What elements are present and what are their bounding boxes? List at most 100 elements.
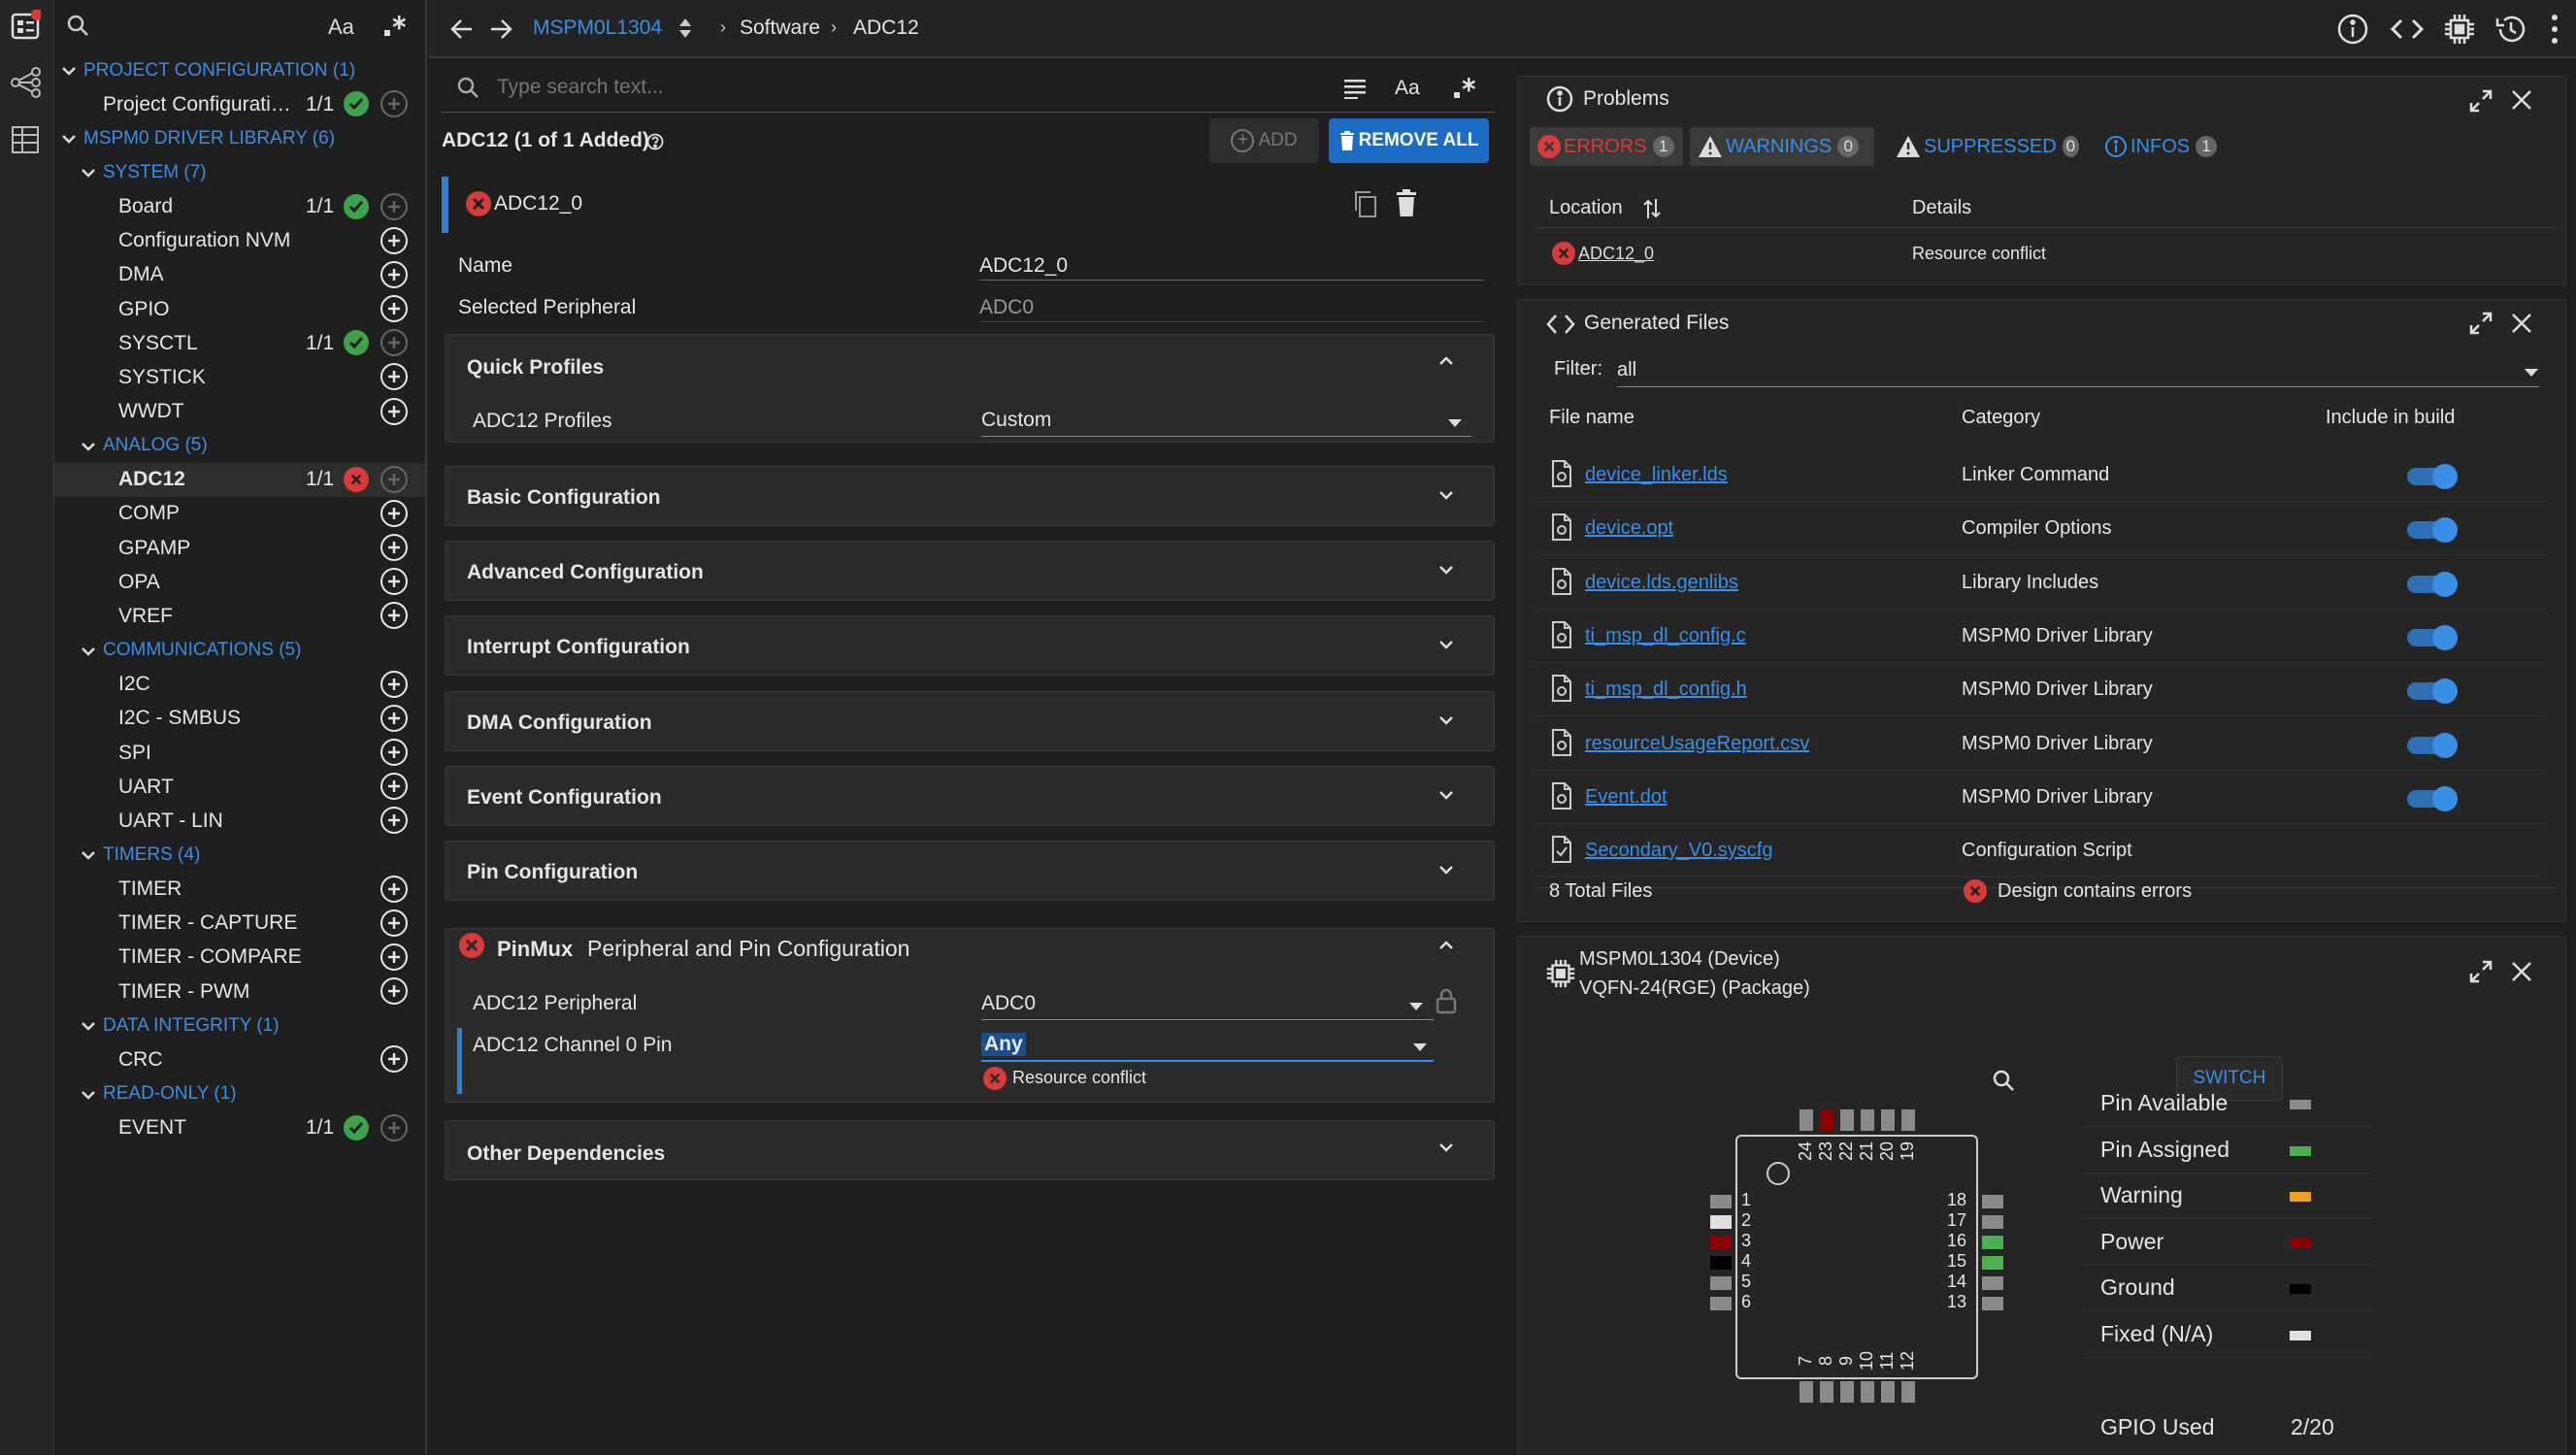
pin-pad[interactable]	[1800, 1109, 1813, 1131]
errors-tab[interactable]: ERRORS 1	[1530, 127, 1683, 166]
add-module-icon[interactable]	[380, 977, 408, 1006]
tree-category[interactable]: ANALOG (5)	[54, 429, 425, 463]
tree-item[interactable]: SYSTICK	[54, 360, 425, 394]
add-module-icon[interactable]	[380, 773, 408, 801]
tree-item[interactable]: SPI	[54, 736, 425, 770]
pin-pad[interactable]	[1840, 1109, 1854, 1131]
breadcrumb-adc12[interactable]: ADC12	[853, 17, 919, 39]
include-in-build-toggle[interactable]	[2407, 624, 2458, 650]
pin-pad[interactable]	[1710, 1195, 1732, 1208]
add-module-icon[interactable]	[380, 704, 408, 732]
chevron-down-icon[interactable]	[78, 162, 99, 183]
config-section[interactable]: Pin Configuration	[445, 841, 1495, 901]
quick-profiles-header[interactable]: Quick Profiles	[467, 356, 605, 379]
pin-pad[interactable]	[1982, 1297, 2003, 1310]
expand-icon[interactable]	[2468, 959, 2493, 984]
delete-icon[interactable]	[1396, 189, 1417, 216]
file-name-link[interactable]: device.opt	[1585, 517, 1674, 540]
chevron-down-icon[interactable]	[78, 436, 99, 457]
tree-item[interactable]: UART	[54, 770, 425, 804]
pin-pad[interactable]	[1840, 1381, 1854, 1403]
forward-arrow-icon[interactable]	[487, 16, 514, 43]
add-module-icon[interactable]	[380, 397, 408, 425]
tree-item[interactable]: GPIO	[54, 292, 425, 326]
pin-pad[interactable]	[1982, 1256, 2003, 1270]
tree-item[interactable]: TIMER	[54, 873, 425, 907]
tree-category[interactable]: TIMERS (4)	[54, 838, 425, 872]
expand-icon[interactable]	[2468, 311, 2493, 336]
tree-item[interactable]: CRC	[54, 1042, 425, 1076]
add-module-icon[interactable]	[380, 807, 408, 835]
chevron-down-icon[interactable]	[1436, 559, 1457, 580]
tree-category[interactable]: READ-ONLY (1)	[54, 1077, 425, 1111]
pin-pad[interactable]	[1982, 1276, 2003, 1290]
config-section[interactable]: Event Configuration	[445, 766, 1495, 826]
chevron-down-icon[interactable]	[58, 128, 80, 149]
add-module-icon[interactable]	[380, 363, 408, 391]
add-module-icon[interactable]	[380, 226, 408, 254]
location-column-header[interactable]: Location	[1549, 197, 1623, 218]
section-header[interactable]: Event Configuration	[467, 786, 662, 809]
chip-view-icon[interactable]	[2443, 13, 2476, 46]
pin-pad[interactable]	[1710, 1276, 1732, 1290]
tree-item[interactable]: TIMER - COMPARE	[54, 941, 425, 975]
include-in-build-toggle[interactable]	[2407, 517, 2458, 544]
filter-list-icon[interactable]	[1343, 78, 1367, 99]
remove-all-button[interactable]: REMOVE ALL	[1329, 118, 1489, 163]
adc12-profiles-select[interactable]: Custom	[981, 409, 1052, 431]
config-section[interactable]: Basic Configuration	[445, 466, 1495, 526]
add-module-icon[interactable]	[380, 192, 408, 220]
chevron-up-icon[interactable]	[1436, 350, 1457, 372]
add-module-icon[interactable]	[380, 568, 408, 596]
add-button[interactable]: + ADD	[1209, 118, 1319, 163]
add-module-icon[interactable]	[380, 942, 408, 971]
file-name-link[interactable]: ti_msp_dl_config.c	[1585, 624, 1746, 646]
copy-icon[interactable]	[1352, 189, 1377, 218]
add-module-icon[interactable]	[380, 670, 408, 698]
tree-category[interactable]: DATA INTEGRITY (1)	[54, 1009, 425, 1042]
add-module-icon[interactable]	[380, 465, 408, 493]
instance-name[interactable]: ADC12_0	[494, 192, 583, 215]
breadcrumb-software[interactable]: Software	[740, 17, 820, 39]
include-in-build-toggle[interactable]	[2407, 464, 2458, 489]
regex-toggle-icon[interactable]	[1452, 76, 1475, 99]
chevron-down-icon[interactable]	[1436, 859, 1457, 880]
back-arrow-icon[interactable]	[448, 16, 476, 43]
add-module-icon[interactable]	[380, 260, 408, 288]
section-header[interactable]: Pin Configuration	[467, 861, 639, 883]
pin-pad[interactable]	[1861, 1109, 1874, 1131]
add-module-icon[interactable]	[380, 329, 408, 357]
add-module-icon[interactable]	[380, 739, 408, 766]
pin-pad[interactable]	[1982, 1215, 2003, 1229]
tree-category[interactable]: COMMUNICATIONS (5)	[54, 634, 425, 668]
add-module-icon[interactable]	[380, 1045, 408, 1074]
pin-pad[interactable]	[1820, 1109, 1833, 1131]
pin-pad[interactable]	[1881, 1381, 1895, 1403]
tree-item[interactable]: UART - LIN	[54, 804, 425, 838]
switch-button[interactable]: SWITCH	[2176, 1056, 2283, 1101]
tree-search-input[interactable]	[97, 10, 340, 39]
tree-item[interactable]: EVENT 1/1	[54, 1111, 425, 1145]
sort-updown-icon[interactable]	[677, 17, 693, 40]
section-header[interactable]: Interrupt Configuration	[467, 636, 690, 658]
dropdown-arrow-icon[interactable]	[2524, 368, 2539, 378]
tree-item[interactable]: OPA	[54, 565, 425, 599]
chevron-down-icon[interactable]	[58, 60, 80, 82]
sort-icon[interactable]	[1642, 197, 1662, 220]
tree-item[interactable]: Configuration NVM	[54, 224, 425, 258]
other-dependencies-header[interactable]: Other Dependencies	[467, 1142, 666, 1165]
config-section[interactable]: Interrupt Configuration	[445, 615, 1495, 676]
chevron-down-icon[interactable]	[78, 1084, 99, 1106]
pin-pad[interactable]	[1982, 1236, 2003, 1249]
regex-toggle-icon[interactable]	[382, 14, 406, 37]
tree-item[interactable]: SYSCTL 1/1	[54, 326, 425, 360]
include-in-build-toggle[interactable]	[2407, 785, 2458, 811]
file-name-link[interactable]: device.lds.genlibs	[1585, 571, 1738, 593]
tree-category[interactable]: SYSTEM (7)	[54, 155, 425, 189]
add-module-icon[interactable]	[380, 90, 408, 118]
config-section[interactable]: Advanced Configuration	[445, 541, 1495, 601]
topology-view-icon[interactable]	[10, 66, 43, 99]
section-header[interactable]: Advanced Configuration	[467, 561, 704, 583]
file-name-link[interactable]: Secondary_V0.syscfg	[1585, 840, 1773, 862]
add-module-icon[interactable]	[380, 909, 408, 937]
